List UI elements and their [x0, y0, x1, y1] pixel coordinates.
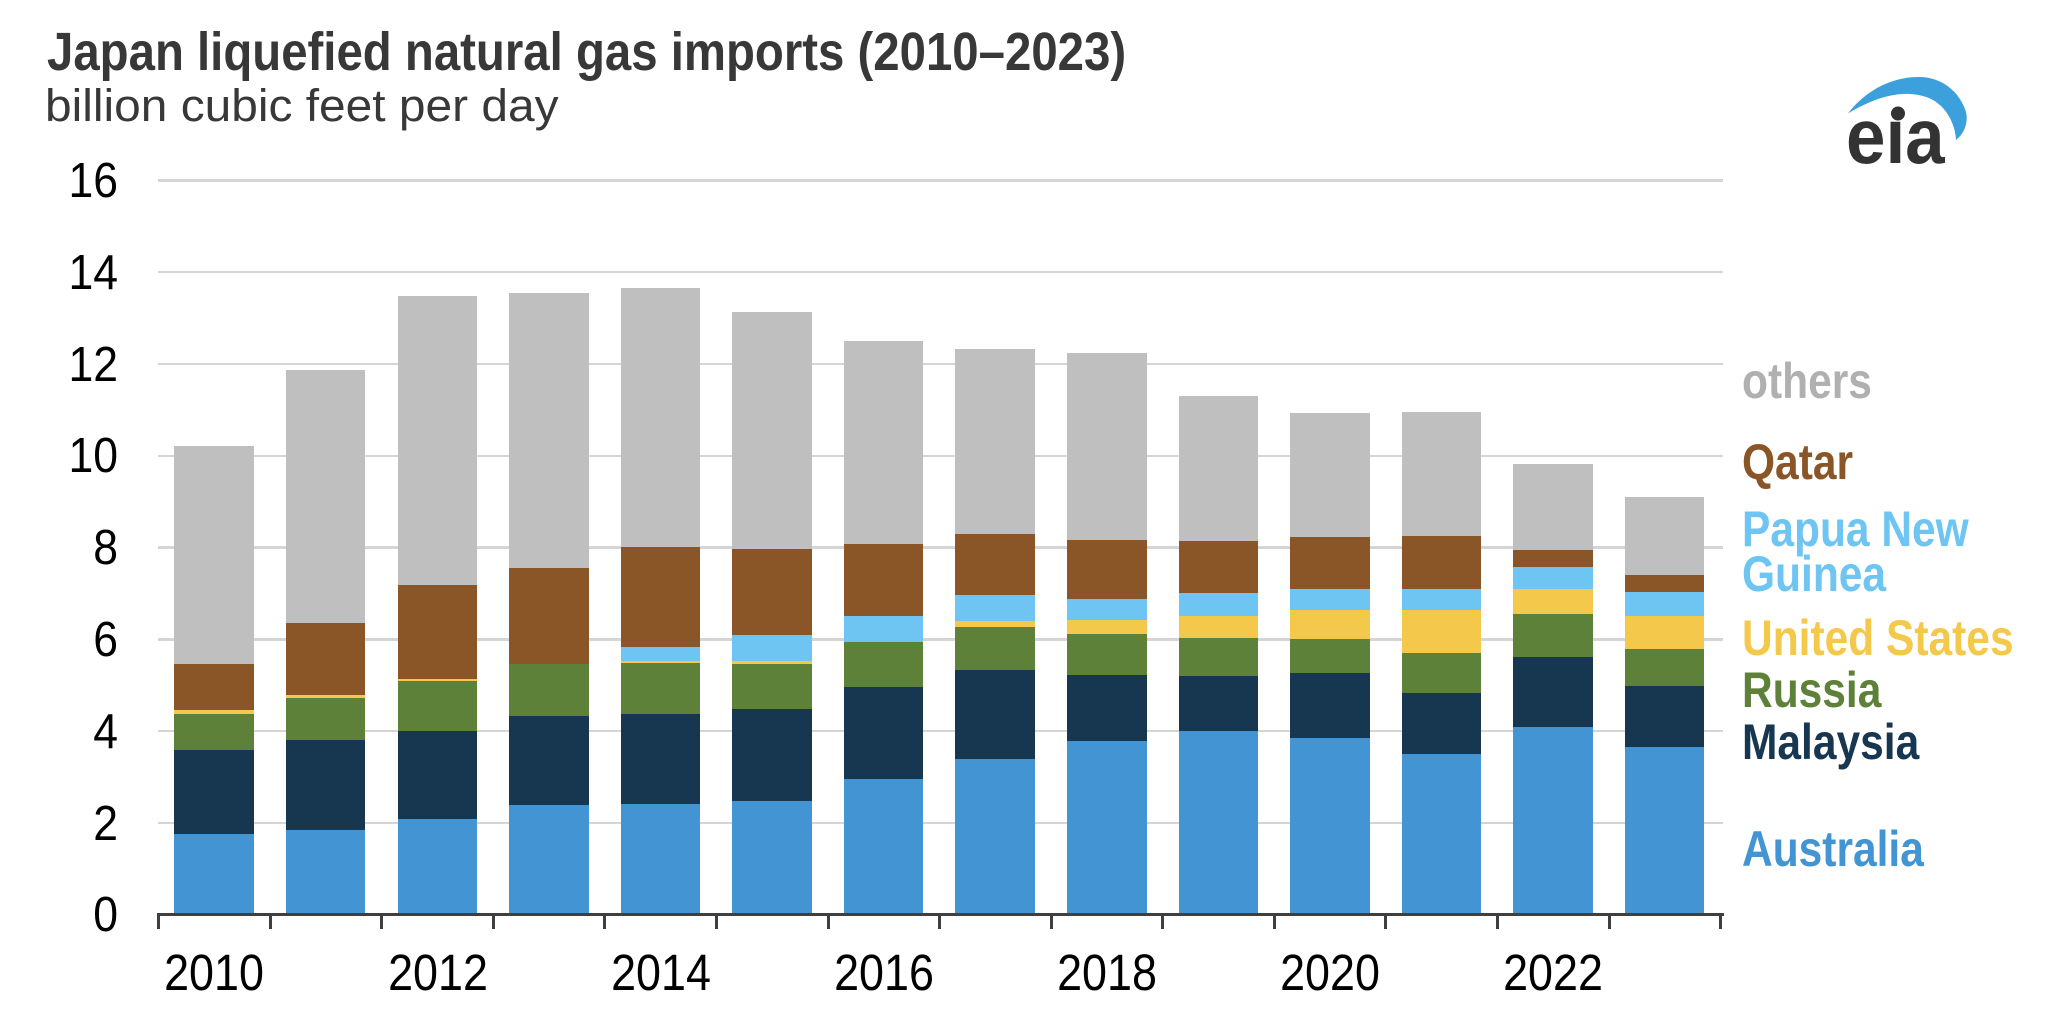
svg-text:eıa: eıa: [1846, 92, 1945, 172]
